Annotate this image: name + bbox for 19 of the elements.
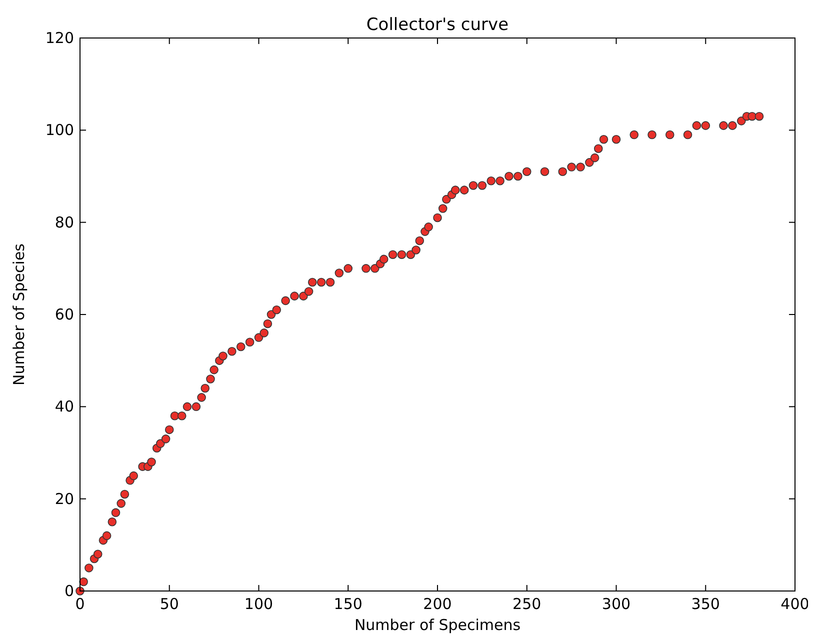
y-tick-label: 100 xyxy=(45,121,74,140)
x-axis-title: Number of Specimens xyxy=(354,616,521,634)
x-tick-label: 50 xyxy=(160,595,179,613)
y-tick-label: 80 xyxy=(54,213,74,232)
y-tick-label: 0 xyxy=(64,582,74,600)
chart-title: Collector's curve xyxy=(366,15,509,35)
x-tick-label: 350 xyxy=(691,595,720,613)
y-tick-label: 60 xyxy=(54,306,74,324)
y-tick-label: 120 xyxy=(45,29,74,47)
x-tick-label: 150 xyxy=(334,595,362,613)
x-tick-label: 400 xyxy=(780,595,810,613)
y-tick-label: 40 xyxy=(54,398,74,416)
x-tick-label: 200 xyxy=(423,595,452,613)
x-tick-label: 0 xyxy=(75,595,85,613)
y-tick-label: 20 xyxy=(54,490,74,508)
x-tick-label: 250 xyxy=(512,595,542,613)
x-tick-label: 300 xyxy=(602,595,631,613)
y-axis-title: Number of Species xyxy=(10,243,28,386)
x-tick-label: 100 xyxy=(244,595,274,613)
